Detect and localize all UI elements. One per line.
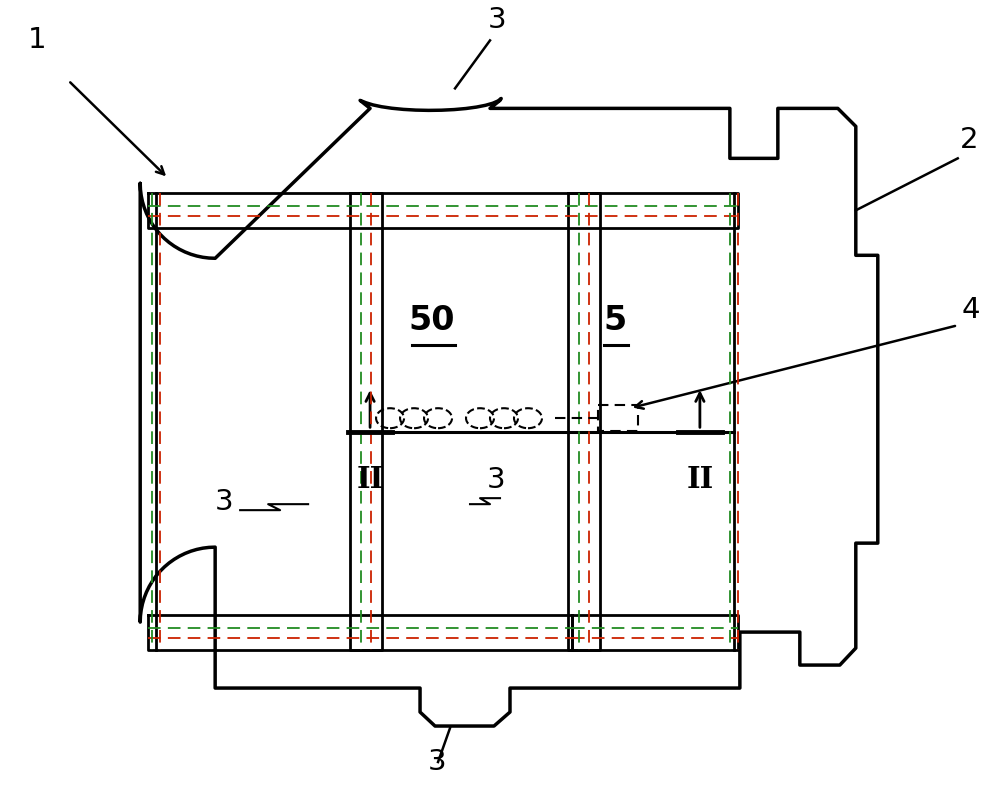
- Text: 3: 3: [215, 488, 234, 516]
- Text: 2: 2: [960, 127, 978, 154]
- Text: 4: 4: [962, 296, 980, 324]
- Text: 50: 50: [409, 304, 455, 338]
- Text: II: II: [356, 465, 384, 494]
- Text: 3: 3: [487, 466, 506, 494]
- Text: 3: 3: [428, 748, 446, 776]
- Text: II: II: [686, 465, 714, 494]
- Text: 5: 5: [603, 304, 627, 338]
- Text: 1: 1: [28, 26, 47, 54]
- Text: 3: 3: [488, 6, 506, 34]
